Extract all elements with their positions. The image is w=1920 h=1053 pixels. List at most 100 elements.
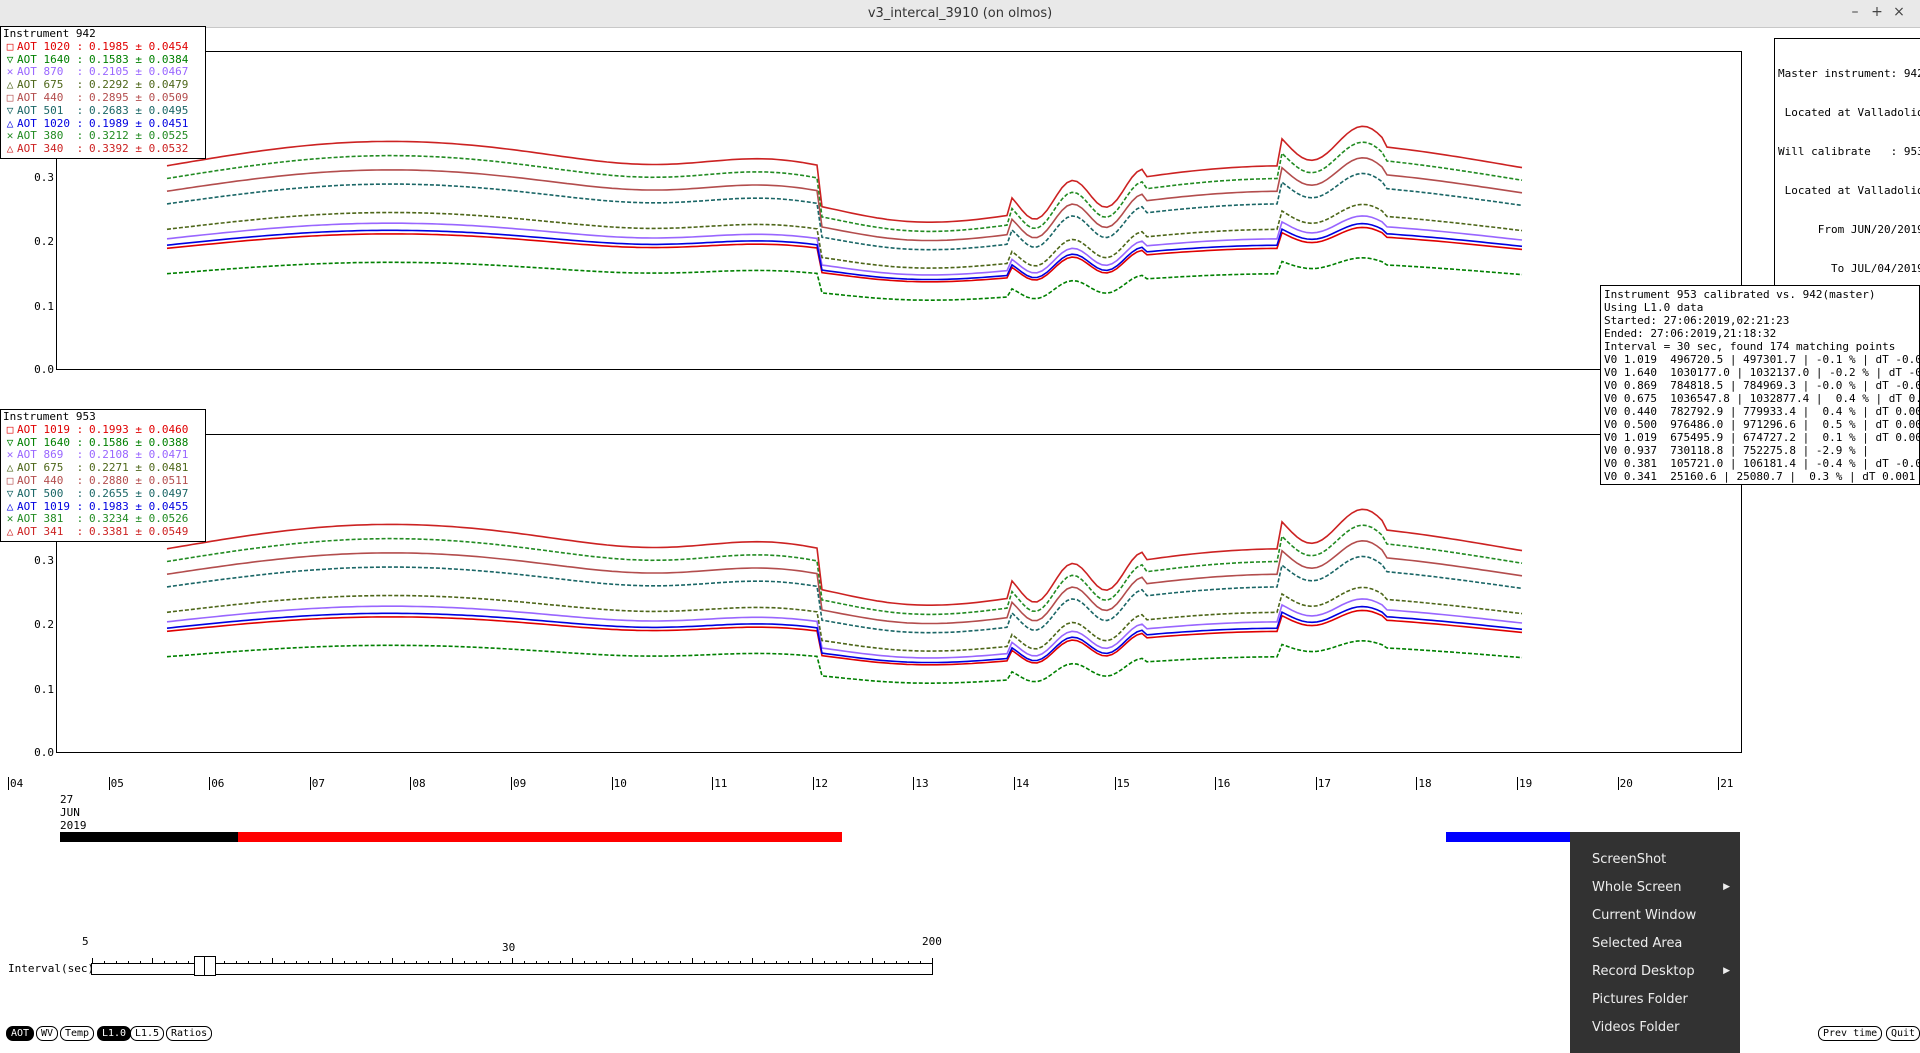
legend-value: 0.2271 ± 0.0481 bbox=[89, 461, 189, 475]
slider-tick bbox=[308, 961, 309, 964]
legend-row: ▽ AOT 501 : 0.2683 ± 0.0495 bbox=[3, 103, 203, 118]
interval-slider-thumb[interactable] bbox=[194, 956, 216, 976]
legend-marker-icon: ✕ bbox=[6, 65, 14, 79]
aot-series-line bbox=[166, 141, 1523, 233]
x-tick: 04 bbox=[8, 777, 24, 790]
slider-tick bbox=[320, 961, 321, 964]
x-tick-label: 20 bbox=[1617, 777, 1633, 790]
slider-tick bbox=[884, 961, 885, 964]
slider-tick bbox=[392, 958, 393, 964]
slider-tick bbox=[176, 961, 177, 964]
menu-item-current-window[interactable]: Current Window bbox=[1592, 908, 1697, 923]
slider-tick bbox=[248, 961, 249, 964]
slider-tick bbox=[572, 958, 573, 964]
x-tick-label: 10 bbox=[611, 777, 627, 790]
slider-tick bbox=[908, 961, 909, 964]
calibration-line: V0 0.440 782792.9 | 779933.4 | 0.4 % | d… bbox=[1604, 405, 1920, 418]
slider-tick bbox=[476, 961, 477, 964]
slider-tick bbox=[656, 961, 657, 964]
close-icon[interactable]: × bbox=[1893, 4, 1905, 20]
legend-label: AOT 501 : bbox=[17, 103, 84, 117]
calibration-line: Interval = 30 sec, found 174 matching po… bbox=[1604, 340, 1896, 353]
timeline-band-blue[interactable] bbox=[1446, 832, 1570, 842]
timeline-band-red[interactable] bbox=[238, 832, 842, 842]
slider-tick bbox=[824, 961, 825, 964]
menu-item-pictures-folder[interactable]: Pictures Folder bbox=[1592, 992, 1688, 1007]
legend-value: 0.3381 ± 0.0549 bbox=[89, 525, 189, 539]
menu-item-record-desktop[interactable]: Record Desktop bbox=[1592, 964, 1695, 979]
slider-tick bbox=[536, 961, 537, 964]
slider-tick bbox=[740, 961, 741, 964]
aot-series-line bbox=[166, 539, 1523, 625]
master-line: Located at Valladolid bbox=[1784, 184, 1920, 197]
calibration-line: V0 1.640 1030177.0 | 1032137.0 | -0.2 % … bbox=[1604, 366, 1920, 379]
menu-item-selected-area[interactable]: Selected Area bbox=[1592, 936, 1683, 951]
slider-tick bbox=[428, 961, 429, 964]
minimize-icon[interactable]: – bbox=[1851, 4, 1859, 20]
legend-row: △ AOT 1020 : 0.1989 ± 0.0451 bbox=[3, 117, 203, 131]
legend-row: □ AOT 440 : 0.2895 ± 0.0509 bbox=[3, 90, 203, 105]
slider-tick bbox=[836, 961, 837, 964]
date-label: 27 JUN 2019 bbox=[60, 793, 87, 832]
aot-series-line bbox=[166, 256, 1523, 301]
legend-label: AOT 1019 : bbox=[17, 499, 84, 513]
timeline-band-black[interactable] bbox=[60, 832, 238, 842]
calibration-line: Using L1.0 data bbox=[1604, 301, 1704, 314]
legend-value: 0.1985 ± 0.0454 bbox=[89, 39, 189, 53]
slider-tick bbox=[872, 958, 873, 964]
calibration-line: V0 1.019 496720.5 | 497301.7 | -0.1 % | … bbox=[1604, 353, 1920, 366]
wv-button[interactable]: WV bbox=[36, 1026, 59, 1041]
aot-series-line bbox=[166, 203, 1523, 269]
interval-slider[interactable] bbox=[91, 958, 933, 975]
temp-button[interactable]: Temp bbox=[60, 1026, 95, 1041]
legend-marker-icon: ✕ bbox=[6, 448, 14, 462]
legend-marker-icon: △ bbox=[6, 78, 14, 92]
x-tick-label: 11 bbox=[712, 777, 728, 790]
x-tick-label: 14 bbox=[1014, 777, 1030, 790]
legend-marker-icon: ▽ bbox=[6, 486, 14, 500]
legend-label: AOT 381 : bbox=[17, 512, 84, 526]
x-tick-label: 16 bbox=[1215, 777, 1231, 790]
slider-tick bbox=[860, 961, 861, 964]
slider-tick bbox=[284, 961, 285, 964]
aot-series-line bbox=[166, 609, 1523, 666]
prev-time-button[interactable]: Prev time bbox=[1818, 1026, 1883, 1041]
legend-label: AOT 870 : bbox=[17, 65, 84, 79]
legend-value: 0.2105 ± 0.0467 bbox=[89, 65, 189, 79]
aot-series-line bbox=[166, 598, 1523, 659]
x-tick: 21 bbox=[1718, 777, 1734, 790]
slider-tick bbox=[644, 961, 645, 964]
calibration-line: V0 0.500 976486.0 | 971296.6 | 0.5 % | d… bbox=[1604, 418, 1920, 431]
slider-tick bbox=[668, 961, 669, 964]
l15-button[interactable]: L1.5 bbox=[130, 1026, 165, 1041]
aot-button[interactable]: AOT bbox=[6, 1026, 35, 1041]
legend-value: 0.2895 ± 0.0509 bbox=[89, 90, 189, 104]
menu-item-videos-folder[interactable]: Videos Folder bbox=[1592, 1020, 1680, 1035]
slider-tick bbox=[920, 961, 921, 964]
aot-series-line bbox=[166, 226, 1523, 283]
slider-tick bbox=[896, 961, 897, 964]
plot2-series bbox=[166, 508, 1523, 684]
legend-label: AOT 675 : bbox=[17, 78, 84, 92]
master-line: Master instrument: 942 bbox=[1778, 67, 1920, 80]
y-tick: 0.2 bbox=[34, 235, 54, 248]
x-tick-label: 05 bbox=[108, 777, 124, 790]
legend-row: ▽ AOT 500 : 0.2655 ± 0.0497 bbox=[3, 486, 203, 501]
ratios-button[interactable]: Ratios bbox=[166, 1026, 213, 1041]
maximize-icon[interactable]: + bbox=[1871, 4, 1883, 20]
legend-label: AOT 340 : bbox=[17, 142, 84, 156]
window-title: v3_intercal_3910 (on olmos) bbox=[867, 6, 1053, 21]
y-tick: 0.2 bbox=[34, 618, 54, 631]
slider-tick bbox=[608, 961, 609, 964]
menu-item-screenshot[interactable]: ScreenShot bbox=[1592, 852, 1667, 867]
legend-value: 0.2108 ± 0.0471 bbox=[89, 448, 189, 462]
legend-row: ✕ AOT 381 : 0.3234 ± 0.0526 bbox=[3, 513, 203, 526]
menu-item-whole-screen[interactable]: Whole Screen bbox=[1592, 880, 1682, 895]
calibration-line: V0 0.869 784818.5 | 784969.3 | -0.0 % | … bbox=[1604, 379, 1920, 392]
quit-button[interactable]: Quit bbox=[1886, 1026, 1920, 1041]
slider-tick bbox=[692, 958, 693, 964]
x-tick: 19 bbox=[1517, 777, 1533, 790]
interval-mid: 30 bbox=[502, 941, 516, 954]
l10-button[interactable]: L1.0 bbox=[97, 1026, 132, 1041]
calibration-line: V0 0.341 25160.6 | 25080.7 | 0.3 % | dT … bbox=[1604, 470, 1916, 483]
